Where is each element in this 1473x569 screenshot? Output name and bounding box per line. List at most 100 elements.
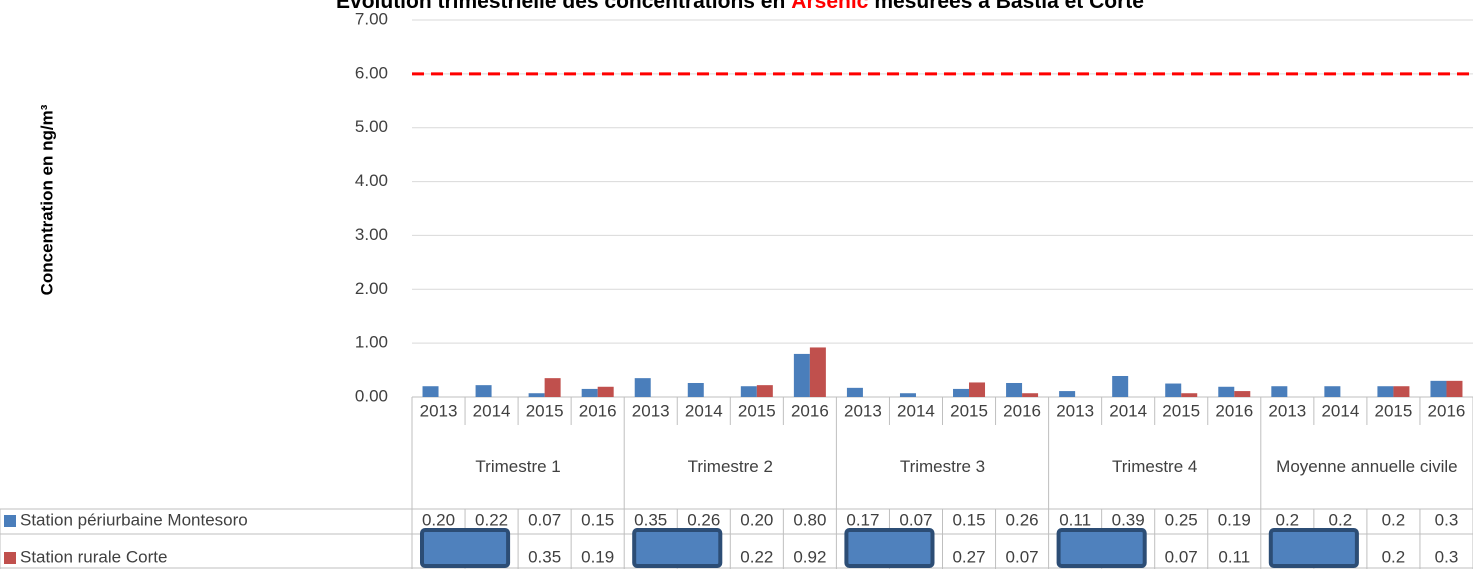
bar bbox=[1324, 386, 1341, 397]
x-tick-label: 2014 bbox=[685, 401, 723, 420]
bar bbox=[846, 387, 863, 397]
title-highlight: Arsenic bbox=[791, 0, 868, 13]
group-label: Trimestre 1 bbox=[475, 457, 561, 476]
y-tick-label: 0.00 bbox=[355, 386, 388, 405]
table-value: 0.15 bbox=[952, 510, 985, 529]
x-tick-label: 2015 bbox=[738, 401, 776, 420]
y-tick-label: 1.00 bbox=[355, 333, 388, 352]
table-value: 0.80 bbox=[793, 510, 826, 529]
x-tick-label: 2016 bbox=[1215, 401, 1253, 420]
table-value: 0.11 bbox=[1218, 547, 1250, 566]
table-value: 0.11 bbox=[1059, 510, 1091, 529]
bar bbox=[1234, 391, 1251, 397]
bar bbox=[1112, 375, 1129, 397]
bar bbox=[1006, 382, 1023, 397]
x-tick-label: 2013 bbox=[632, 401, 670, 420]
title-part: Evolution trimestrielle des concentratio… bbox=[336, 0, 785, 13]
table-value: 0.19 bbox=[1218, 510, 1251, 529]
legend-key bbox=[4, 552, 16, 564]
y-axis-label: Concentration en ng/m³ bbox=[37, 104, 56, 295]
table-value: 0.2 bbox=[1382, 547, 1406, 566]
bar bbox=[1446, 380, 1463, 397]
bar bbox=[687, 382, 704, 397]
bar bbox=[1377, 386, 1394, 397]
table-value: 0.07 bbox=[1006, 547, 1039, 566]
table-value: 0.22 bbox=[475, 510, 508, 529]
group-label: Trimestre 3 bbox=[899, 457, 986, 476]
bar bbox=[1218, 386, 1235, 397]
bar bbox=[597, 386, 614, 397]
x-tick-label: 2016 bbox=[579, 401, 617, 420]
table-value: 0.3 bbox=[1435, 547, 1459, 566]
legend-key bbox=[4, 515, 16, 527]
bar bbox=[581, 388, 598, 397]
x-tick-label: 2015 bbox=[950, 401, 988, 420]
redaction-box bbox=[1268, 528, 1359, 568]
y-tick-label: 4.00 bbox=[355, 171, 388, 190]
bar bbox=[899, 393, 916, 397]
x-tick-label: 2013 bbox=[1056, 401, 1094, 420]
bar bbox=[422, 386, 439, 397]
bar bbox=[793, 353, 810, 397]
table-value: 0.20 bbox=[740, 510, 773, 529]
bar bbox=[756, 385, 773, 397]
x-tick-label: 2014 bbox=[897, 401, 935, 420]
y-tick-label: 6.00 bbox=[355, 63, 388, 82]
y-tick-label: 5.00 bbox=[355, 117, 388, 136]
x-tick-label: 2013 bbox=[420, 401, 458, 420]
x-tick-label: 2015 bbox=[1375, 401, 1413, 420]
x-tick-label: 2014 bbox=[1109, 401, 1147, 420]
bar bbox=[1430, 380, 1447, 397]
table-value: 0.35 bbox=[634, 510, 667, 529]
table-value: 0.2 bbox=[1382, 510, 1406, 529]
group-label: Trimestre 2 bbox=[687, 457, 773, 476]
bar bbox=[1022, 393, 1039, 397]
bar bbox=[1181, 393, 1198, 397]
redaction-box bbox=[1056, 528, 1147, 568]
y-tick-label: 3.00 bbox=[355, 225, 388, 244]
x-tick-label: 2015 bbox=[1162, 401, 1200, 420]
table-value: 0.26 bbox=[687, 510, 720, 529]
table-value: 0.39 bbox=[1112, 510, 1145, 529]
y-tick-label: 7.00 bbox=[355, 9, 388, 28]
bar bbox=[475, 385, 492, 397]
bar bbox=[528, 393, 545, 397]
x-tick-label: 2014 bbox=[1321, 401, 1359, 420]
table-value: 0.3 bbox=[1435, 510, 1459, 529]
table-value: 0.2 bbox=[1276, 510, 1300, 529]
x-tick-label: 2016 bbox=[1003, 401, 1041, 420]
table-value: 0.07 bbox=[1165, 547, 1198, 566]
x-tick-label: 2013 bbox=[1268, 401, 1306, 420]
group-label: Moyenne annuelle civile bbox=[1276, 457, 1458, 476]
x-tick-label: 2013 bbox=[844, 401, 882, 420]
bar bbox=[544, 378, 561, 397]
table-value: 0.19 bbox=[581, 547, 614, 566]
redaction-box bbox=[844, 528, 935, 568]
table-value: 0.20 bbox=[422, 510, 455, 529]
bar bbox=[740, 386, 757, 397]
table-value: 0.2 bbox=[1329, 510, 1353, 529]
legend-label: Station périurbaine Montesoro bbox=[20, 510, 248, 529]
redaction-box bbox=[420, 528, 511, 568]
title-part: mesurées à Bastia et Corte bbox=[874, 0, 1144, 13]
y-tick-label: 2.00 bbox=[355, 279, 388, 298]
table-value: 0.25 bbox=[1165, 510, 1198, 529]
group-label: Trimestre 4 bbox=[1112, 457, 1198, 476]
x-tick-label: 2014 bbox=[473, 401, 511, 420]
bar bbox=[969, 382, 986, 397]
redaction-box bbox=[632, 528, 723, 568]
table-value: 0.92 bbox=[793, 547, 826, 566]
legend-label: Station rurale Corte bbox=[20, 547, 167, 566]
bar bbox=[1059, 391, 1076, 397]
table-value: 0.17 bbox=[846, 510, 879, 529]
table-value: 0.07 bbox=[899, 510, 932, 529]
chart-title: Evolution trimestrielle des concentratio… bbox=[336, 0, 1144, 13]
table-value: 0.35 bbox=[528, 547, 561, 566]
x-tick-label: 2016 bbox=[791, 401, 829, 420]
bar bbox=[1393, 386, 1410, 397]
bar bbox=[953, 388, 970, 397]
bar bbox=[634, 378, 651, 397]
table-value: 0.22 bbox=[740, 547, 773, 566]
table-value: 0.27 bbox=[952, 547, 985, 566]
